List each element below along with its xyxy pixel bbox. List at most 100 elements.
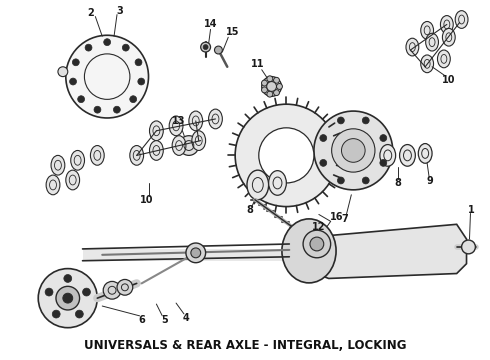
Ellipse shape [406,38,419,56]
Circle shape [262,80,268,86]
Ellipse shape [46,175,60,195]
Text: UNIVERSALS & REAR AXLE - INTEGRAL, LOCKING: UNIVERSALS & REAR AXLE - INTEGRAL, LOCKI… [84,339,406,352]
Circle shape [342,139,365,162]
Ellipse shape [269,171,286,195]
Circle shape [201,42,211,52]
Circle shape [122,44,129,51]
Circle shape [332,129,375,172]
Polygon shape [289,224,466,278]
Circle shape [186,243,206,263]
Circle shape [320,135,327,141]
Text: 8: 8 [246,204,253,215]
Circle shape [273,77,279,83]
Circle shape [215,46,222,54]
Circle shape [130,96,137,103]
Ellipse shape [66,170,79,190]
Circle shape [267,91,273,97]
Circle shape [103,282,121,299]
Circle shape [235,104,338,207]
Circle shape [66,35,148,118]
Ellipse shape [71,150,84,170]
Ellipse shape [380,145,395,166]
Text: 16: 16 [330,212,343,222]
Circle shape [179,136,199,156]
Ellipse shape [442,28,455,46]
Ellipse shape [421,22,434,39]
Ellipse shape [172,136,186,156]
Circle shape [276,84,282,89]
Ellipse shape [426,33,439,51]
Circle shape [273,90,279,95]
Circle shape [259,128,314,183]
Circle shape [362,177,369,184]
Circle shape [462,240,475,254]
Ellipse shape [192,131,206,150]
Ellipse shape [149,141,163,160]
Text: 11: 11 [251,59,265,69]
Text: 4: 4 [183,313,189,323]
Circle shape [135,59,142,66]
Ellipse shape [441,15,453,33]
Circle shape [45,288,53,296]
Circle shape [362,117,369,124]
Circle shape [314,111,392,190]
Text: 5: 5 [161,315,168,325]
Text: 8: 8 [394,178,401,188]
Circle shape [78,96,85,103]
Ellipse shape [169,116,183,136]
Ellipse shape [189,111,203,131]
Ellipse shape [421,55,434,73]
Ellipse shape [247,170,269,200]
Circle shape [380,135,387,141]
Ellipse shape [282,219,336,283]
Circle shape [262,87,268,93]
Ellipse shape [455,11,468,28]
Circle shape [56,286,79,310]
Circle shape [203,45,208,50]
Circle shape [338,177,344,184]
Circle shape [138,78,145,85]
Ellipse shape [130,145,144,165]
Text: 15: 15 [225,27,239,37]
Text: 13: 13 [172,116,186,126]
Text: 9: 9 [427,176,434,186]
Ellipse shape [51,156,65,175]
Ellipse shape [418,144,432,163]
Circle shape [191,248,201,258]
Bar [82,249,289,261]
Ellipse shape [399,145,416,166]
Text: 2: 2 [87,8,94,18]
Circle shape [338,117,344,124]
Text: 1: 1 [468,204,475,215]
Circle shape [303,230,331,258]
Circle shape [320,159,327,166]
Text: 3: 3 [117,6,123,15]
Circle shape [94,106,101,113]
Ellipse shape [149,121,163,141]
Circle shape [310,237,324,251]
Ellipse shape [438,50,450,68]
Circle shape [63,293,73,303]
Circle shape [83,288,91,296]
Circle shape [267,82,276,91]
Circle shape [73,59,79,66]
Ellipse shape [209,109,222,129]
Text: 7: 7 [341,215,348,224]
Circle shape [38,269,98,328]
Circle shape [104,39,111,46]
Text: 10: 10 [442,75,456,85]
Circle shape [52,310,60,318]
Circle shape [267,76,273,82]
Text: 6: 6 [138,315,145,325]
Circle shape [117,279,133,295]
Circle shape [85,44,92,51]
Text: 12: 12 [312,222,325,232]
Circle shape [70,78,76,85]
Circle shape [113,106,121,113]
Text: 10: 10 [140,195,153,205]
Circle shape [380,159,387,166]
Circle shape [58,67,68,77]
Text: 14: 14 [204,19,217,30]
Circle shape [75,310,83,318]
Circle shape [64,275,72,282]
